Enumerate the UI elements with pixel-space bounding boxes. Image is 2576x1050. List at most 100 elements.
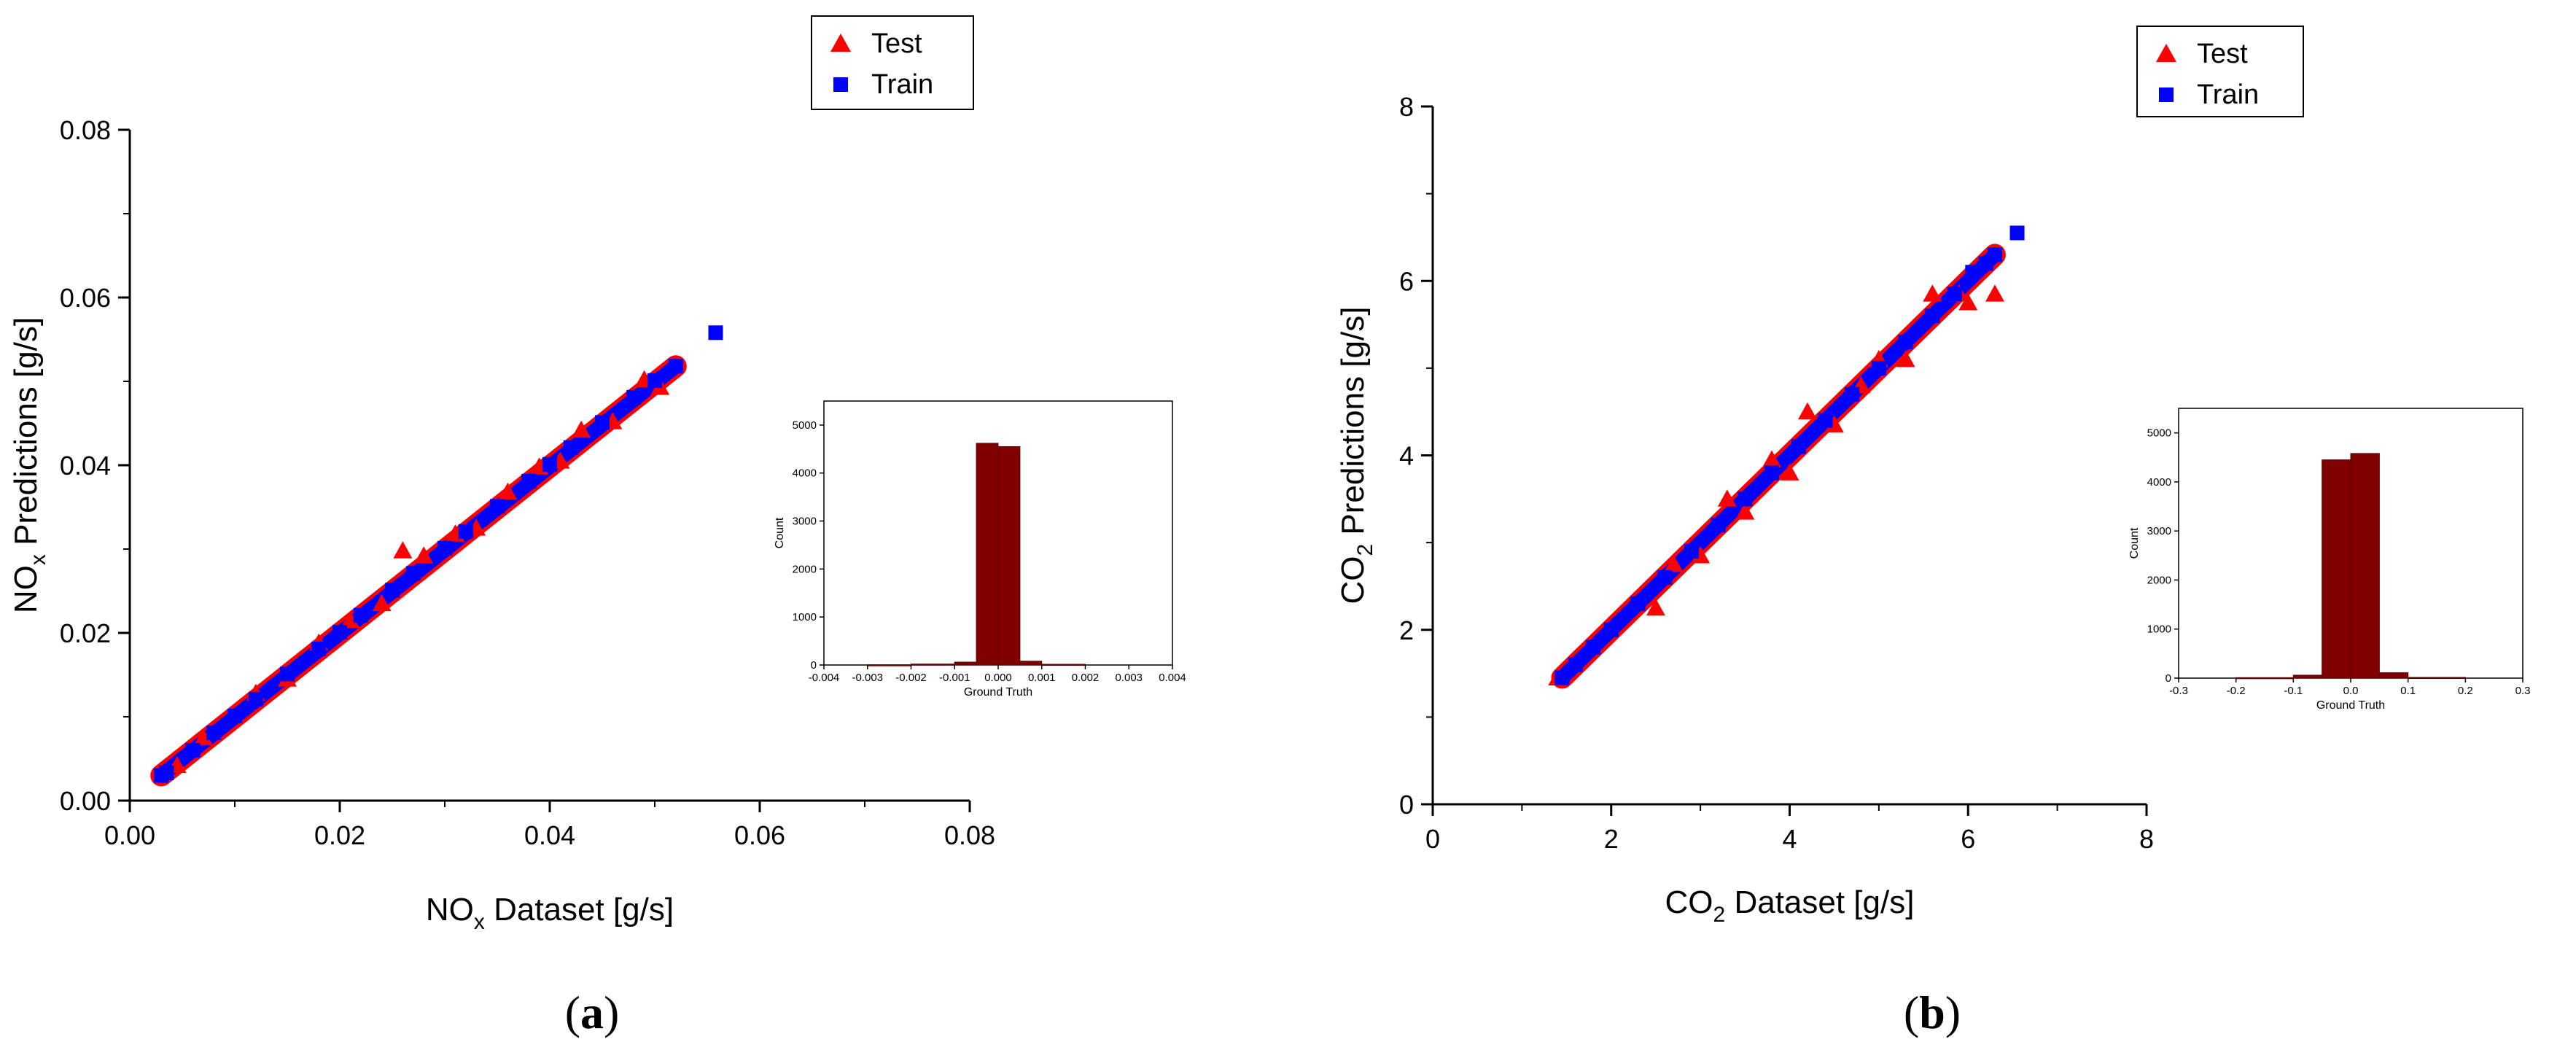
inset-x-label: Ground Truth <box>2316 699 2385 712</box>
y-tick-label: 2 <box>1399 615 1414 645</box>
inset-x-tick-label: 0.000 <box>984 672 1012 684</box>
inset-x-tick-label: 0.2 <box>2458 685 2473 697</box>
x-tick-label: 0.00 <box>104 820 155 850</box>
train-point <box>248 691 263 707</box>
inset-x-tick-label: 0.3 <box>2515 685 2531 697</box>
train-point <box>385 583 400 598</box>
inset-histogram: -0.004 -0.003 -0.002 -0.001 0.000 0.001 0.002 0… <box>774 400 1186 699</box>
x-axis-label-main: CO <box>1665 884 1713 920</box>
y-axis-label: CO2 Predictions [g/s] <box>1335 307 1377 604</box>
train-point <box>1871 360 1886 376</box>
inset-y-tick-label: 0 <box>2166 672 2171 685</box>
inset-histogram: -0.3 -0.2 -0.1 0.0 0.1 0.2 0.3 0 1000 2000 3000 400… <box>2128 408 2530 712</box>
y-tick-label: 6 <box>1399 266 1414 296</box>
train-point <box>353 607 368 623</box>
y-axis-label-main: CO <box>1335 556 1371 604</box>
legend-train-marker <box>2159 88 2174 102</box>
panel-a-chart: 0.00 0.02 0.04 0.06 0.08 0.00 0.02 0.04 0.06 0.08… <box>8 15 1186 934</box>
train-point <box>280 666 295 682</box>
train-point <box>159 766 174 781</box>
inset-y-label: Count <box>2128 527 2141 559</box>
test-point <box>1780 463 1799 481</box>
train-point <box>332 624 347 639</box>
train-point <box>1898 334 1913 349</box>
train-point <box>490 499 505 514</box>
legend-test-marker <box>830 34 851 52</box>
train-point <box>1684 544 1699 559</box>
inset-bar <box>1019 661 1043 666</box>
train-point <box>563 440 578 455</box>
inset-x-tick-label: -0.004 <box>809 672 840 684</box>
x-axis-label-sub: 2 <box>1713 903 1726 927</box>
legend-test-label: Test <box>2197 39 2248 69</box>
legend-test-label: Test <box>871 28 922 59</box>
train-point <box>1586 639 1601 655</box>
x-tick-label: 0.02 <box>314 820 365 850</box>
test-point <box>193 728 213 746</box>
y-axis-label-sub: x <box>26 554 50 565</box>
inset-y-tick-label: 5000 <box>793 419 817 432</box>
y-axis-label-main: NO <box>8 565 44 613</box>
inset-y-tick-label: 5000 <box>2147 427 2171 440</box>
inset-bar <box>911 664 955 666</box>
inset-x-tick-label: 0.001 <box>1028 672 1056 684</box>
y-tick-label: 0.02 <box>60 618 111 648</box>
train-point <box>1711 518 1726 533</box>
inset-y-tick-label: 4000 <box>2147 476 2171 489</box>
test-point <box>572 420 591 438</box>
test-point <box>1896 349 1915 368</box>
test-point <box>1691 546 1711 564</box>
train-point <box>311 641 327 656</box>
x-tick-label: 0.06 <box>734 820 785 850</box>
test-point <box>1717 489 1737 507</box>
y-tick-label: 0 <box>1399 790 1414 820</box>
train-point <box>1818 413 1833 428</box>
test-point <box>1646 598 1665 616</box>
y-tick-label: 0.06 <box>60 283 111 313</box>
train-point <box>1987 247 2002 262</box>
inset-bar <box>997 446 1021 666</box>
inset-bar <box>2378 672 2409 679</box>
train-point <box>647 373 662 388</box>
inset-bar <box>2235 677 2294 680</box>
y-axis-label-rest: Predictions [g/s] <box>1335 307 1371 544</box>
train-point <box>521 473 537 489</box>
train-point <box>227 708 242 723</box>
inset-x-label: Ground Truth <box>964 686 1032 699</box>
inset-x-tick-label: 0.1 <box>2400 685 2416 697</box>
inset-x-tick-label: 0.002 <box>1072 672 1100 684</box>
train-point <box>708 325 723 341</box>
panel-a-label: (a) <box>565 987 620 1038</box>
test-point <box>1824 415 1844 433</box>
x-axis-label-rest: Dataset [g/s] <box>485 892 674 928</box>
x-axis-label: CO2 Dataset [g/s] <box>1665 884 1915 927</box>
x-axis-label-rest: Dataset [g/s] <box>1725 884 1914 920</box>
train-point <box>542 456 557 472</box>
train-point <box>1764 465 1780 481</box>
test-point <box>1735 502 1755 520</box>
train-point <box>2009 225 2025 241</box>
test-point <box>1958 293 1978 311</box>
test-point <box>372 594 392 612</box>
train-point <box>1568 657 1583 672</box>
inset-y-tick-label: 2000 <box>793 563 817 575</box>
inset-bar <box>2350 453 2380 679</box>
x-tick-label: 0 <box>1425 824 1440 854</box>
inset-x-tick-label: -0.001 <box>939 672 970 684</box>
inset-bar <box>867 664 911 666</box>
inset-y-label: Count <box>774 517 786 548</box>
x-axis-label-sub: x <box>474 910 485 934</box>
legend-box <box>811 15 974 110</box>
inset-y-tick-label: 3000 <box>2147 525 2171 537</box>
train-point <box>185 743 201 758</box>
inset-bar <box>2322 459 2351 679</box>
train-point <box>1657 569 1673 585</box>
test-point <box>393 541 413 559</box>
inset-bar <box>976 443 999 666</box>
y-tick-label: 0.04 <box>60 451 111 481</box>
train-point <box>595 415 610 430</box>
inset-y-tick-label: 4000 <box>793 467 817 480</box>
legend-train-marker <box>833 77 848 92</box>
test-point <box>1664 555 1684 572</box>
